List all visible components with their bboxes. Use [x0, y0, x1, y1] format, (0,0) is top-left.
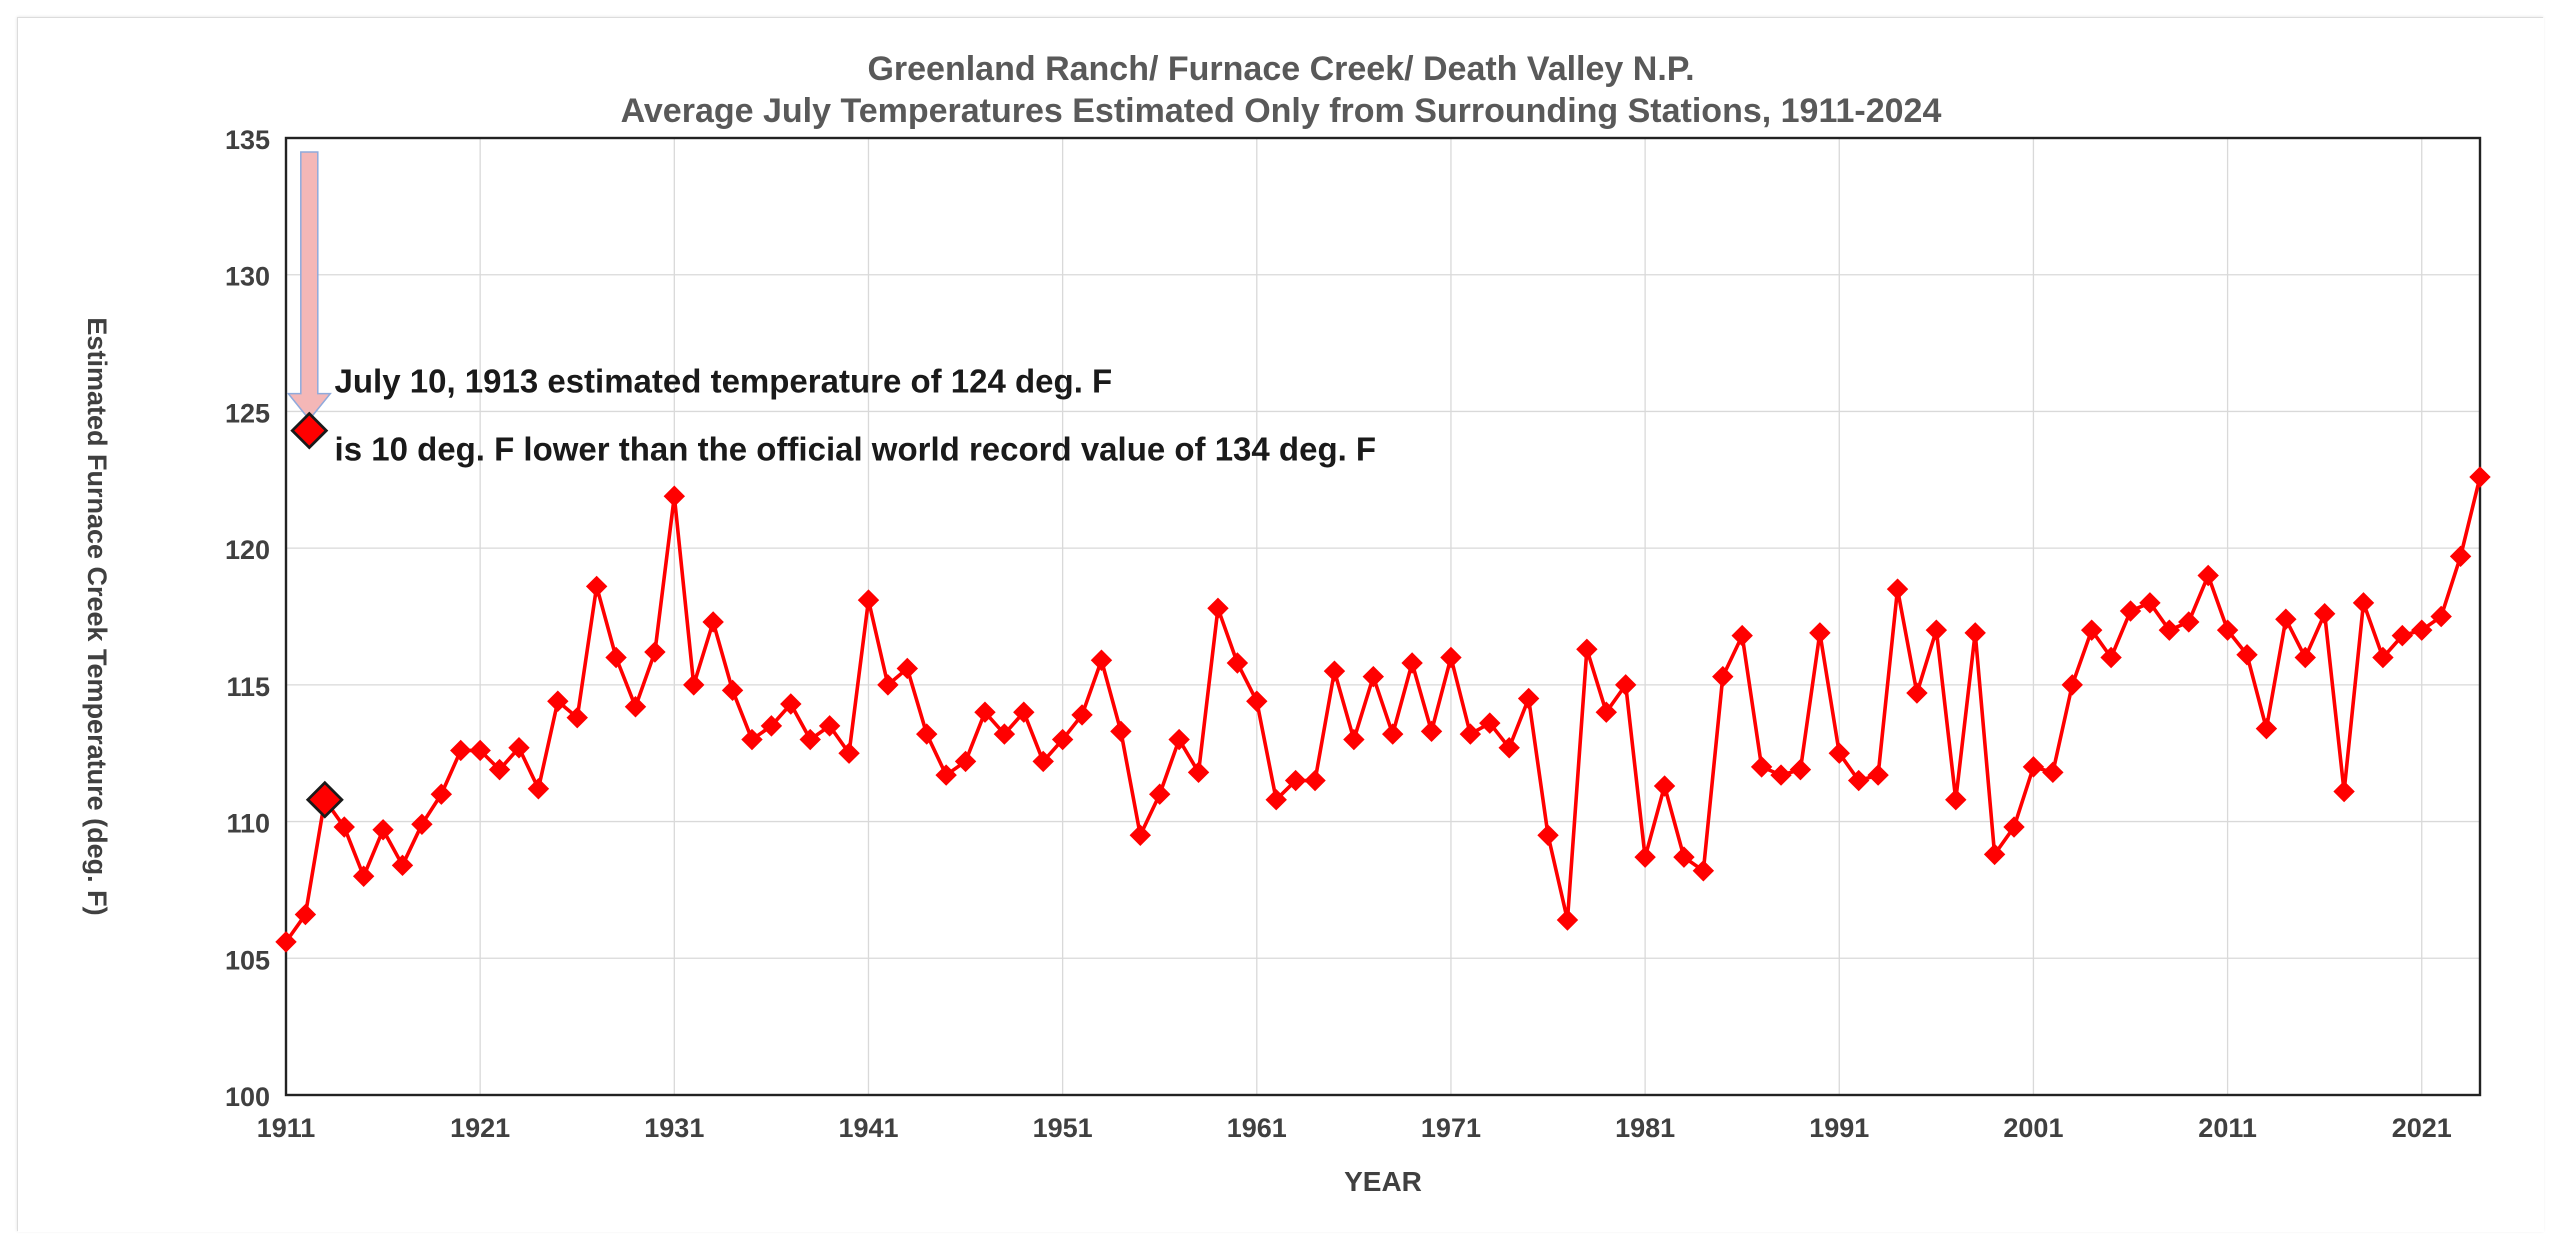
- svg-text:1981: 1981: [1615, 1113, 1675, 1143]
- svg-text:is 10 deg. F lower than the of: is 10 deg. F lower than the official wor…: [335, 431, 1377, 468]
- svg-text:100: 100: [225, 1082, 270, 1112]
- svg-text:110: 110: [226, 809, 270, 839]
- svg-text:Greenland Ranch/ Furnace Creek: Greenland Ranch/ Furnace Creek/ Death Va…: [867, 50, 1694, 88]
- svg-text:2001: 2001: [2003, 1113, 2063, 1143]
- svg-text:1971: 1971: [1421, 1113, 1481, 1143]
- svg-text:120: 120: [225, 535, 270, 565]
- svg-text:Average July Temperatures Esti: Average July Temperatures Estimated Only…: [621, 92, 1942, 130]
- svg-text:130: 130: [225, 262, 270, 292]
- svg-text:1911: 1911: [257, 1113, 316, 1143]
- svg-text:105: 105: [225, 945, 270, 975]
- svg-text:115: 115: [226, 672, 270, 702]
- svg-text:1991: 1991: [1809, 1113, 1869, 1143]
- svg-text:YEAR: YEAR: [1344, 1166, 1422, 1197]
- svg-text:1931: 1931: [644, 1113, 704, 1143]
- svg-text:1961: 1961: [1227, 1113, 1287, 1143]
- svg-text:July 10, 1913 estimated temper: July 10, 1913 estimated temperature of 1…: [335, 362, 1113, 399]
- svg-text:135: 135: [225, 125, 270, 155]
- svg-text:2021: 2021: [2392, 1113, 2452, 1143]
- svg-text:125: 125: [225, 398, 270, 428]
- svg-text:1951: 1951: [1033, 1113, 1093, 1143]
- svg-text:Estimated Furnace Creek Temper: Estimated Furnace Creek Temperature (deg…: [82, 317, 112, 915]
- svg-text:1921: 1921: [450, 1113, 510, 1143]
- svg-text:2011: 2011: [2198, 1113, 2257, 1143]
- svg-text:1941: 1941: [838, 1113, 898, 1143]
